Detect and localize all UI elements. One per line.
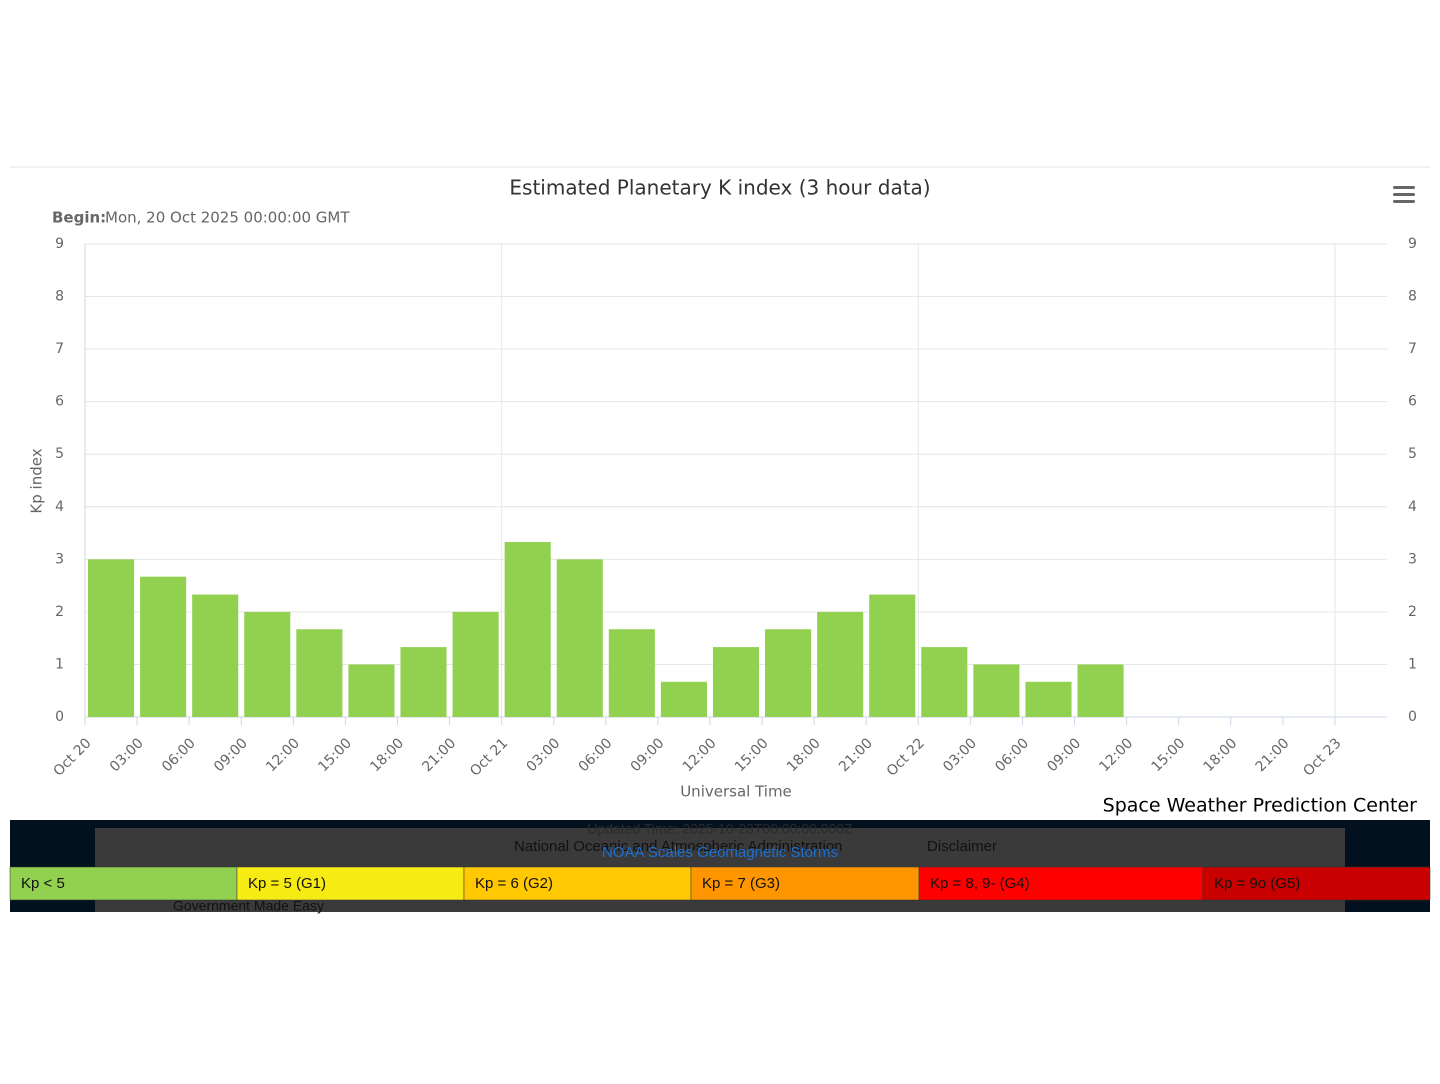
- legend-label: Kp = 8, 9- (G4): [930, 875, 1030, 892]
- x-tick-label: 18:00: [1201, 735, 1241, 775]
- x-tick-label: 06:00: [992, 735, 1032, 775]
- bar: [869, 594, 916, 717]
- x-tick-label: 15:00: [315, 735, 355, 775]
- bar: [921, 647, 968, 717]
- y2-tick-label: 7: [1408, 341, 1417, 357]
- x-tick-label: 15:00: [732, 735, 772, 775]
- bar: [817, 611, 864, 717]
- y2-tick-label: 2: [1408, 604, 1417, 620]
- y2-tick-label: 9: [1408, 236, 1417, 252]
- menu-bar[interactable]: [1393, 193, 1415, 196]
- x-tick-label: 03:00: [940, 735, 980, 775]
- y-tick-label: 0: [55, 709, 64, 725]
- agency-link[interactable]: National Oceanic and Atmospheric Adminis…: [514, 838, 843, 855]
- x-tick-label: 21:00: [419, 735, 459, 775]
- legend-swatch: [690, 866, 920, 901]
- bar: [660, 681, 707, 717]
- x-tick-label: 12:00: [680, 735, 720, 775]
- x-tick-label: 09:00: [1044, 735, 1084, 775]
- bar: [504, 541, 551, 717]
- y-tick-label: 5: [55, 446, 64, 462]
- updated-time: Updated Time: 2025-10-23T00:00:00.000Z: [587, 821, 853, 837]
- y-axis-title: Kp index: [28, 448, 46, 513]
- x-tick-label: 21:00: [1253, 735, 1293, 775]
- y-tick-label: 9: [55, 236, 64, 252]
- y2-tick-label: 0: [1408, 709, 1417, 725]
- bar: [1025, 681, 1072, 717]
- bar: [765, 629, 812, 717]
- legend-swatch: [918, 866, 1204, 901]
- x-tick-label: 18:00: [367, 735, 407, 775]
- y-tick-label: 3: [55, 551, 64, 567]
- menu-bar[interactable]: [1393, 186, 1415, 189]
- subtitle-label: Begin:: [52, 209, 106, 227]
- bar: [140, 576, 187, 717]
- y-tick-label: 6: [55, 394, 64, 410]
- x-tick-label: Oct 20: [50, 735, 94, 779]
- y2-tick-label: 8: [1408, 289, 1417, 305]
- disclaimer-link[interactable]: Disclaimer: [927, 838, 997, 855]
- x-tick-label: 12:00: [1096, 735, 1136, 775]
- bar: [244, 611, 291, 717]
- bar: [88, 559, 135, 717]
- bar: [973, 664, 1020, 717]
- bar: [400, 647, 447, 717]
- legend-label: Kp = 7 (G3): [702, 875, 780, 892]
- y2-tick-label: 4: [1408, 499, 1417, 515]
- bar: [556, 559, 603, 717]
- menu-bar[interactable]: [1393, 200, 1415, 203]
- x-tick-label: 09:00: [628, 735, 668, 775]
- bar: [608, 629, 655, 717]
- x-tick-label: Oct 21: [467, 735, 511, 779]
- subtitle: Mon, 20 Oct 2025 00:00:00 GMT: [105, 209, 350, 227]
- scales-link[interactable]: NOAA Scales Geomagnetic Storms: [602, 844, 838, 861]
- y2-tick-label: 6: [1408, 394, 1417, 410]
- x-tick-label: Oct 22: [884, 735, 928, 779]
- y-tick-label: 7: [55, 341, 64, 357]
- x-tick-label: Oct 23: [1300, 735, 1344, 779]
- chart-title: Estimated Planetary K index (3 hour data…: [509, 176, 930, 200]
- y-tick-label: 1: [55, 656, 64, 672]
- bar: [1077, 664, 1124, 717]
- legend-label: Kp < 5: [21, 875, 65, 892]
- menu-button[interactable]: [1393, 186, 1415, 203]
- x-tick-label: 03:00: [107, 735, 147, 775]
- bar: [192, 594, 239, 717]
- x-tick-label: 06:00: [159, 735, 199, 775]
- legend-label: Kp = 5 (G1): [248, 875, 326, 892]
- bar: [296, 629, 343, 717]
- x-tick-label: 03:00: [524, 735, 564, 775]
- legend-label: Kp = 6 (G2): [475, 875, 553, 892]
- y-tick-label: 8: [55, 289, 64, 305]
- x-tick-label: 09:00: [211, 735, 251, 775]
- x-tick-label: 21:00: [836, 735, 876, 775]
- bar: [712, 647, 760, 717]
- y-tick-label: 2: [55, 604, 64, 620]
- legend-swatch: [236, 866, 465, 901]
- legend-label: Kp = 9o (G5): [1214, 875, 1300, 892]
- y2-tick-label: 5: [1408, 446, 1417, 462]
- y2-tick-label: 1: [1408, 656, 1417, 672]
- x-tick-label: 06:00: [576, 735, 616, 775]
- usa-tagline: Government Made Easy: [173, 898, 324, 914]
- legend-swatch: [1202, 866, 1431, 901]
- kp-legend: Kp < 5 Kp = 5 (G1) Kp = 6 (G2) Kp = 7 (G3) K…: [9, 866, 1431, 901]
- x-tick-label: 15:00: [1148, 735, 1188, 775]
- bar: [348, 664, 395, 717]
- x-tick-label: 12:00: [263, 735, 303, 775]
- legend-swatch: [463, 866, 692, 901]
- credit: Space Weather Prediction Center: [1103, 795, 1418, 817]
- x-tick-label: 18:00: [784, 735, 824, 775]
- y2-tick-label: 3: [1408, 551, 1417, 567]
- x-axis-title: Universal Time: [680, 783, 792, 801]
- bar: [452, 611, 499, 717]
- y-tick-label: 4: [55, 499, 64, 515]
